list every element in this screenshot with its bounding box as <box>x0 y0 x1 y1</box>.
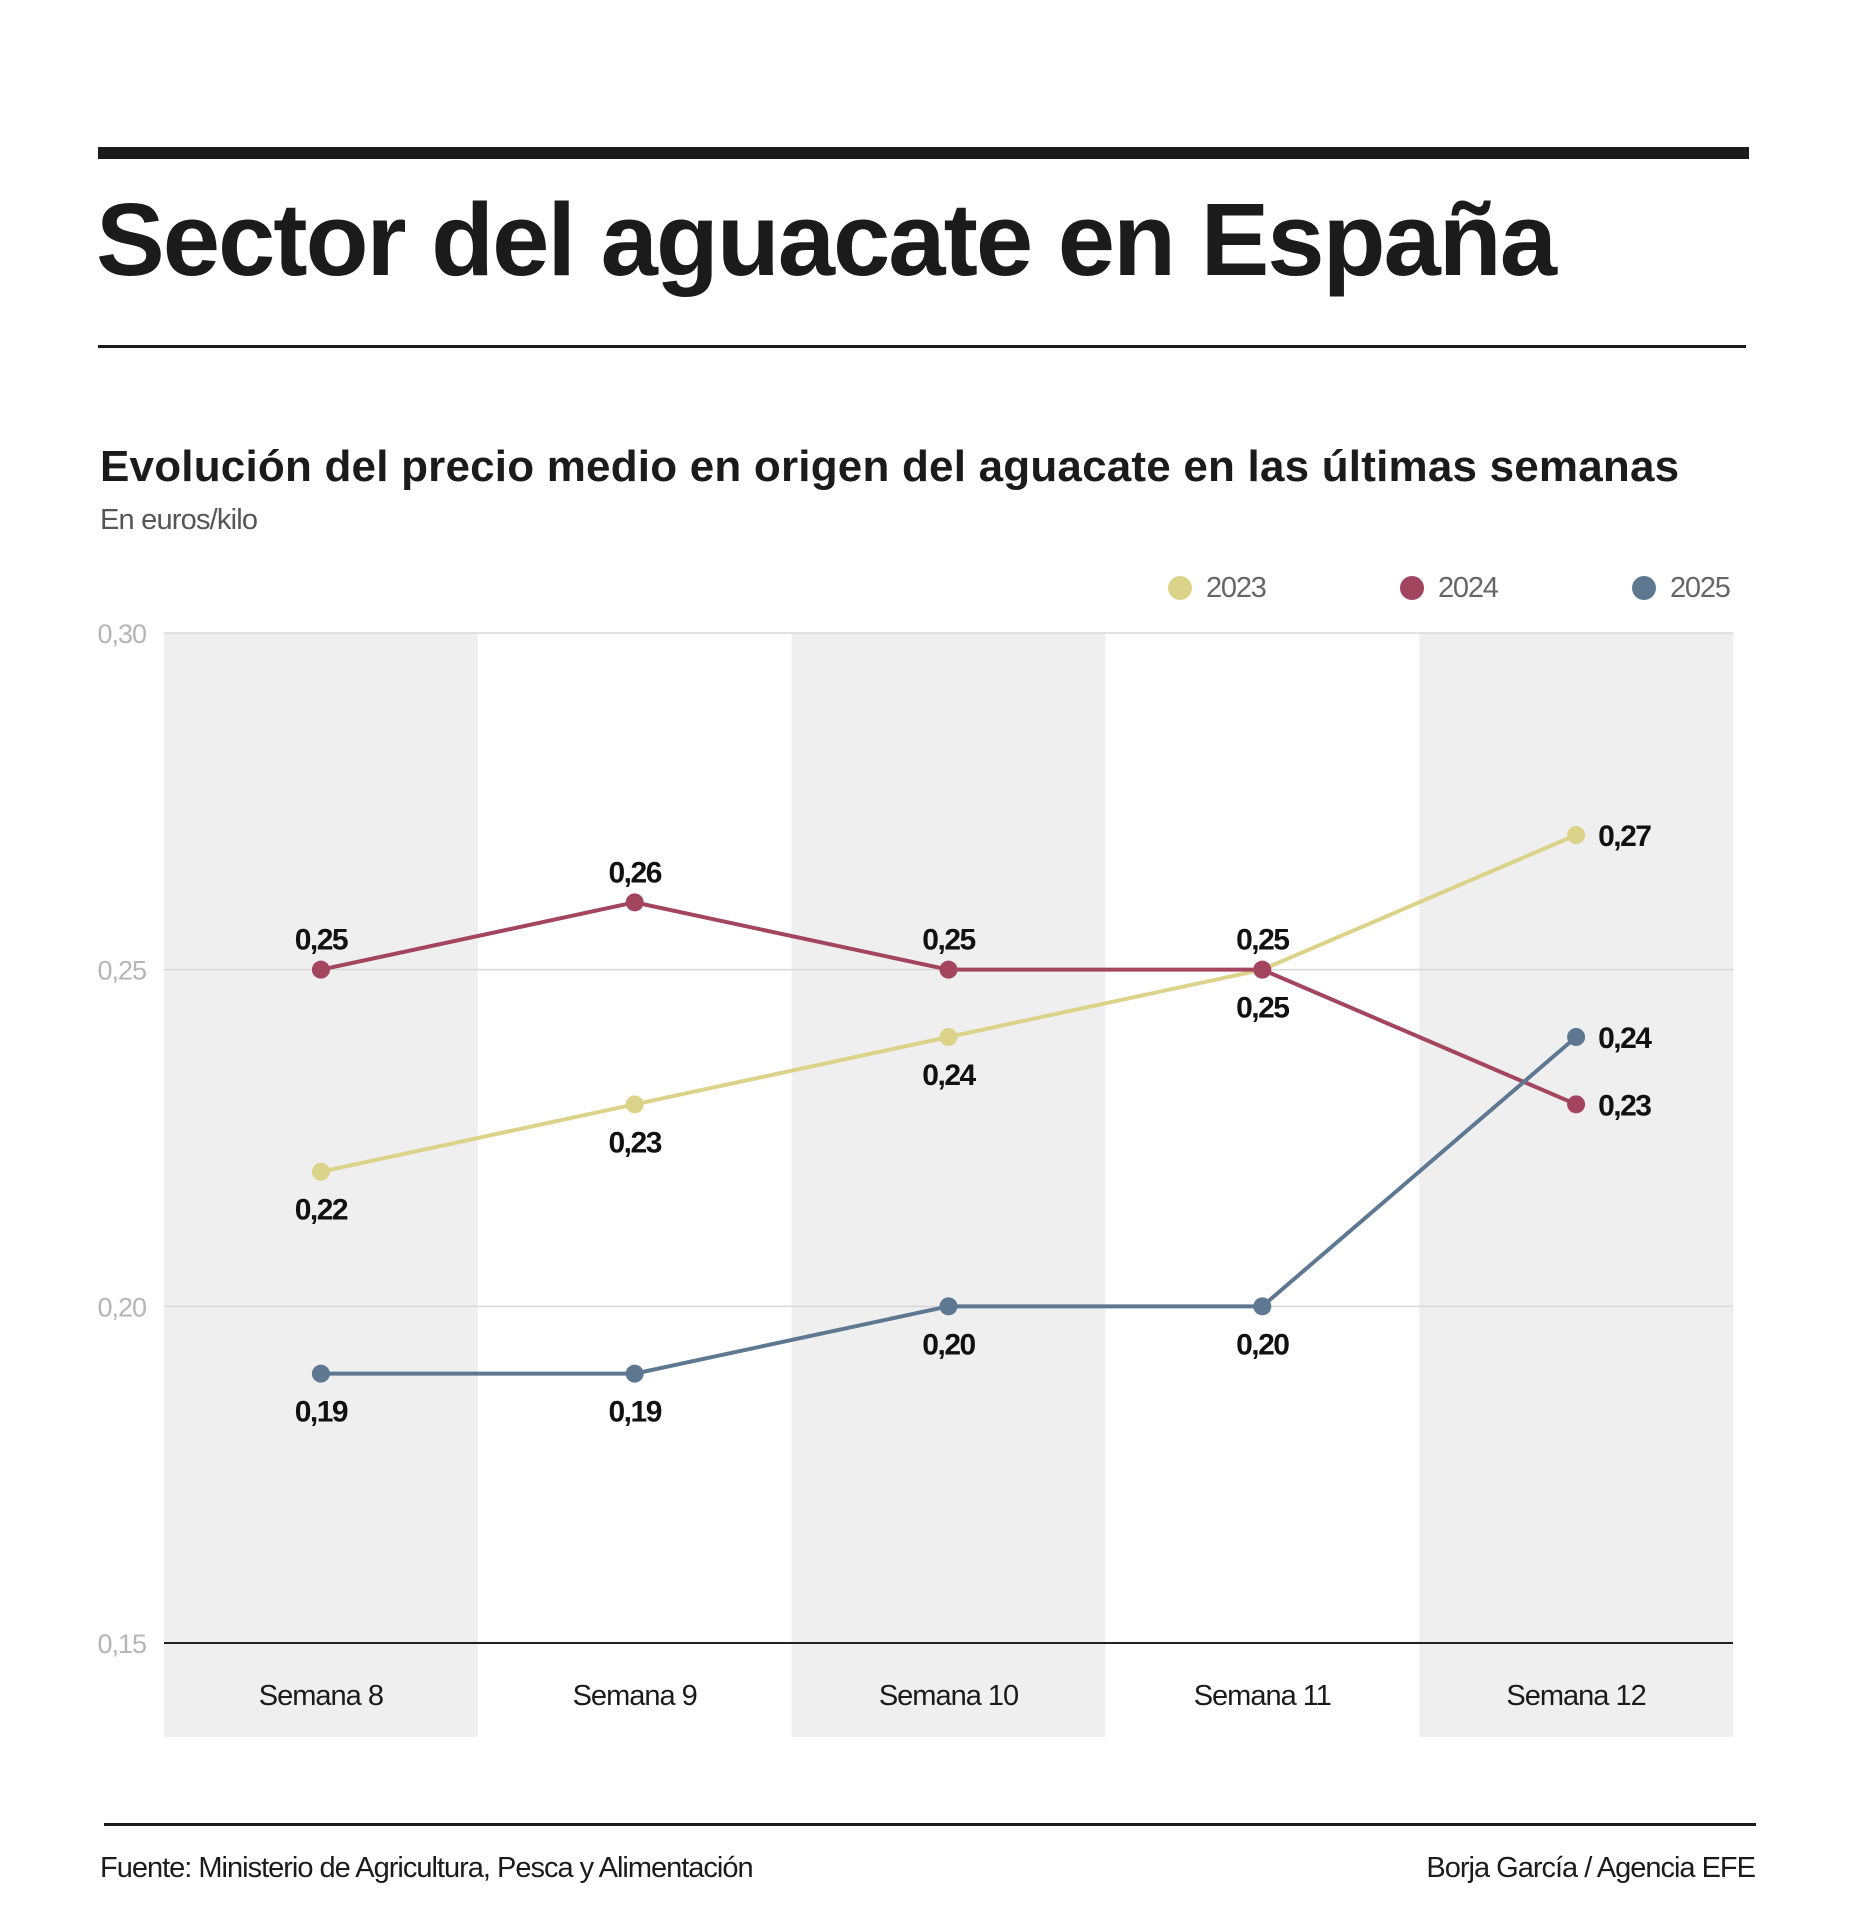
column-bands <box>164 633 1733 1737</box>
data-point-2025 <box>1253 1297 1272 1316</box>
y-tick-label: 0,15 <box>97 1629 146 1659</box>
y-axis-tick-labels: 0,15 0,20 0,25 0,30 <box>97 619 147 1659</box>
x-tick-label: Semana 8 <box>259 1680 383 1712</box>
legend-item-2023: 2023 <box>1168 571 1267 604</box>
x-axis-tick-labels: Semana 8 Semana 9 Semana 10 Semana 11 Semana… <box>259 1680 1647 1712</box>
data-label-2025: 0,19 <box>295 1396 348 1429</box>
x-tick-label: Semana 11 <box>1194 1680 1331 1712</box>
data-labels: 0,22 0,23 0,24 0,25 0,27 0,25 0,26 0,25 0,25 0,23… <box>295 820 1654 1429</box>
data-point-2023 <box>311 1162 330 1181</box>
data-label-2025: 0,24 <box>1598 1022 1652 1055</box>
chart-title: Evolución del precio medio en origen del… <box>100 442 1680 491</box>
legend-dot-icon <box>1632 576 1656 600</box>
data-label-2024: 0,25 <box>295 924 348 957</box>
data-point-2023 <box>1567 826 1586 844</box>
series-points <box>311 826 1586 1383</box>
data-label-2023: 0,25 <box>1236 992 1289 1025</box>
header-rule-thick <box>98 147 1749 159</box>
x-tick-label: Semana 10 <box>879 1680 1018 1712</box>
data-point-2024 <box>625 893 644 912</box>
data-label-2023: 0,24 <box>922 1059 976 1092</box>
legend-dot-icon <box>1168 576 1192 600</box>
data-point-2024 <box>1253 960 1272 979</box>
data-label-2025: 0,20 <box>922 1328 975 1361</box>
data-label-2023: 0,27 <box>1598 820 1651 853</box>
page-title: Sector del aguacate en España <box>96 182 1557 297</box>
data-label-2025: 0,19 <box>609 1396 662 1429</box>
data-label-2023: 0,22 <box>295 1194 348 1227</box>
data-label-2024: 0,23 <box>1598 1089 1651 1122</box>
header-rule-thin <box>98 345 1746 348</box>
data-point-2024 <box>1567 1095 1586 1114</box>
data-point-2023 <box>939 1028 958 1046</box>
x-tick-label: Semana 9 <box>573 1680 697 1712</box>
data-point-2024 <box>311 960 330 979</box>
x-tick-label: Semana 12 <box>1506 1680 1645 1712</box>
data-label-2025: 0,20 <box>1236 1328 1289 1361</box>
data-point-2024 <box>939 960 958 979</box>
data-label-2024: 0,25 <box>922 924 975 957</box>
column-band <box>164 633 478 1737</box>
legend-item-2024: 2024 <box>1400 571 1499 604</box>
data-label-2024: 0,26 <box>609 856 662 889</box>
column-band <box>791 633 1106 1737</box>
column-band <box>1419 633 1733 1737</box>
data-point-2025 <box>939 1297 958 1316</box>
data-label-2024: 0,25 <box>1236 924 1289 957</box>
data-point-2023 <box>625 1095 644 1114</box>
data-point-2025 <box>1567 1028 1586 1046</box>
legend-label: 2024 <box>1438 571 1499 604</box>
y-tick-label: 0,20 <box>97 1292 146 1322</box>
y-tick-label: 0,25 <box>97 956 146 986</box>
credit-note: Borja García / Agencia EFE <box>1426 1852 1756 1884</box>
chart-unit-subtitle: En euros/kilo <box>100 504 258 536</box>
legend-label: 2023 <box>1206 571 1267 604</box>
legend-item-2025: 2025 <box>1632 571 1731 604</box>
legend-dot-icon <box>1400 576 1424 600</box>
data-point-2025 <box>625 1364 644 1383</box>
y-tick-label: 0,30 <box>97 619 146 649</box>
legend-label: 2025 <box>1670 571 1731 604</box>
footer-rule <box>104 1823 1756 1826</box>
data-point-2025 <box>311 1364 330 1383</box>
data-label-2023: 0,23 <box>609 1126 662 1159</box>
source-note: Fuente: Ministerio de Agricultura, Pesca… <box>100 1852 754 1884</box>
